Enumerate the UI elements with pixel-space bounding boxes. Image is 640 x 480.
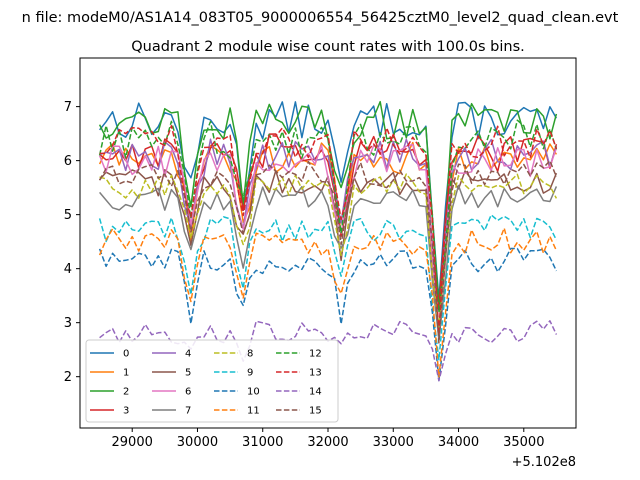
y-tick-label: 3 bbox=[64, 316, 72, 331]
legend-label-4: 4 bbox=[185, 349, 191, 360]
y-tick-label: 7 bbox=[64, 100, 72, 115]
legend-label-3: 3 bbox=[123, 406, 129, 417]
series-line-0 bbox=[99, 101, 558, 301]
legend-label-2: 2 bbox=[123, 387, 129, 398]
series-line-13 bbox=[99, 124, 558, 336]
y-tick-label: 6 bbox=[64, 154, 72, 169]
series-line-7 bbox=[99, 184, 558, 340]
x-tick-label: 29000 bbox=[112, 435, 153, 450]
plot-area: 29000 30000 31000 32000 33000 34000 35000 2 3 4 5… bbox=[64, 57, 577, 470]
legend-label-9: 9 bbox=[247, 368, 253, 379]
y-tick-label: 2 bbox=[64, 370, 72, 385]
series-line-6 bbox=[98, 143, 558, 342]
legend-label-13: 13 bbox=[309, 368, 322, 379]
x-offset-label: +5.102e8 bbox=[512, 455, 576, 470]
legend-label-7: 7 bbox=[185, 406, 191, 417]
y-tick-label: 4 bbox=[64, 262, 72, 277]
x-axis: 29000 30000 31000 32000 33000 34000 35000 bbox=[112, 428, 544, 450]
series-line-11 bbox=[98, 227, 558, 378]
legend-label-1: 1 bbox=[123, 368, 129, 379]
legend-frame bbox=[85, 339, 339, 423]
series-line-15 bbox=[98, 159, 558, 344]
legend-label-14: 14 bbox=[309, 387, 322, 398]
legend-label-10: 10 bbox=[247, 387, 260, 398]
x-tick-label: 35000 bbox=[503, 435, 544, 450]
x-tick-label: 34000 bbox=[438, 435, 479, 450]
x-tick-label: 32000 bbox=[307, 435, 348, 450]
x-tick-label: 33000 bbox=[373, 435, 414, 450]
y-tick-label: 5 bbox=[64, 208, 72, 223]
legend-label-5: 5 bbox=[185, 368, 191, 379]
x-tick-label: 30000 bbox=[177, 435, 218, 450]
legend-label-8: 8 bbox=[247, 349, 253, 360]
series-line-10 bbox=[98, 247, 558, 382]
y-axis: 2 3 4 5 6 7 bbox=[64, 100, 80, 385]
chart-title: Quadrant 2 module wise count rates with … bbox=[131, 39, 525, 55]
legend-label-0: 0 bbox=[123, 349, 129, 360]
series-line-8 bbox=[99, 173, 558, 328]
series-line-9 bbox=[98, 214, 558, 361]
legend-label-15: 15 bbox=[309, 406, 322, 417]
legend-label-6: 6 bbox=[185, 387, 191, 398]
legend-label-12: 12 bbox=[309, 349, 322, 360]
series-line-12 bbox=[98, 119, 558, 313]
chart-suptitle: n file: modeM0/AS1A14_083T05_9000006554_… bbox=[22, 10, 619, 26]
x-tick-label: 31000 bbox=[242, 435, 283, 450]
series-line-4 bbox=[99, 138, 558, 332]
legend-label-11: 11 bbox=[247, 406, 260, 417]
series-layer bbox=[98, 100, 558, 382]
